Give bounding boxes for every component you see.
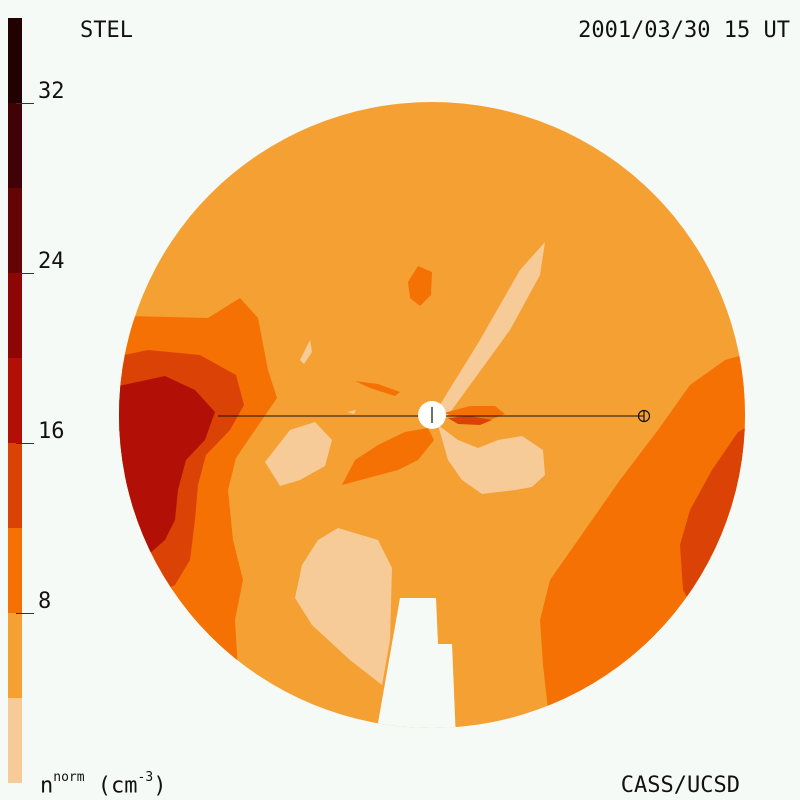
contour-orange-patch-center — [342, 428, 434, 485]
colorbar-level-3 — [8, 443, 22, 528]
colorbar-tick-label: 16 — [38, 419, 65, 444]
contour-dark-streak — [448, 416, 492, 425]
colorbar-tick — [16, 273, 34, 274]
colorbar: 8 16 24 32 — [8, 18, 65, 783]
contour-light-patch-bottom — [295, 528, 392, 685]
colorbar-level-1 — [8, 613, 22, 698]
contour-streamer-upper — [438, 242, 545, 418]
credit-label: CASS/UCSD — [620, 773, 740, 798]
contour-orange-blob-top — [408, 266, 432, 306]
colorbar-level-2 — [8, 528, 22, 613]
colorbar-level-5 — [8, 273, 22, 358]
colorbar-tick — [16, 613, 34, 614]
colorbar-level-4 — [8, 358, 22, 443]
colorbar-tick-label: 32 — [38, 79, 65, 104]
contour-orange-streak — [355, 381, 400, 396]
colorbar-level-7 — [8, 103, 22, 188]
colorbar-level-8 — [8, 18, 22, 103]
datetime-label: 2001/03/30 15 UT — [578, 18, 790, 43]
source-label: STEL — [80, 18, 133, 43]
colorbar-tick — [16, 443, 34, 444]
contour-light-sliver — [300, 340, 312, 364]
colorbar-tick-label: 8 — [38, 589, 52, 614]
no-data-wedge — [375, 598, 456, 728]
contour-light-dot — [347, 410, 356, 414]
contour-light-patch-right — [438, 425, 545, 494]
colorbar-tick-label: 24 — [38, 249, 65, 274]
unit-label: nnorm (cm-3) — [40, 769, 167, 798]
colorbar-level-0 — [8, 698, 22, 783]
contour-light-patch-left — [265, 422, 332, 486]
earth-symbol — [637, 409, 651, 423]
colorbar-level-6 — [8, 188, 22, 273]
colorbar-tick — [16, 103, 34, 104]
